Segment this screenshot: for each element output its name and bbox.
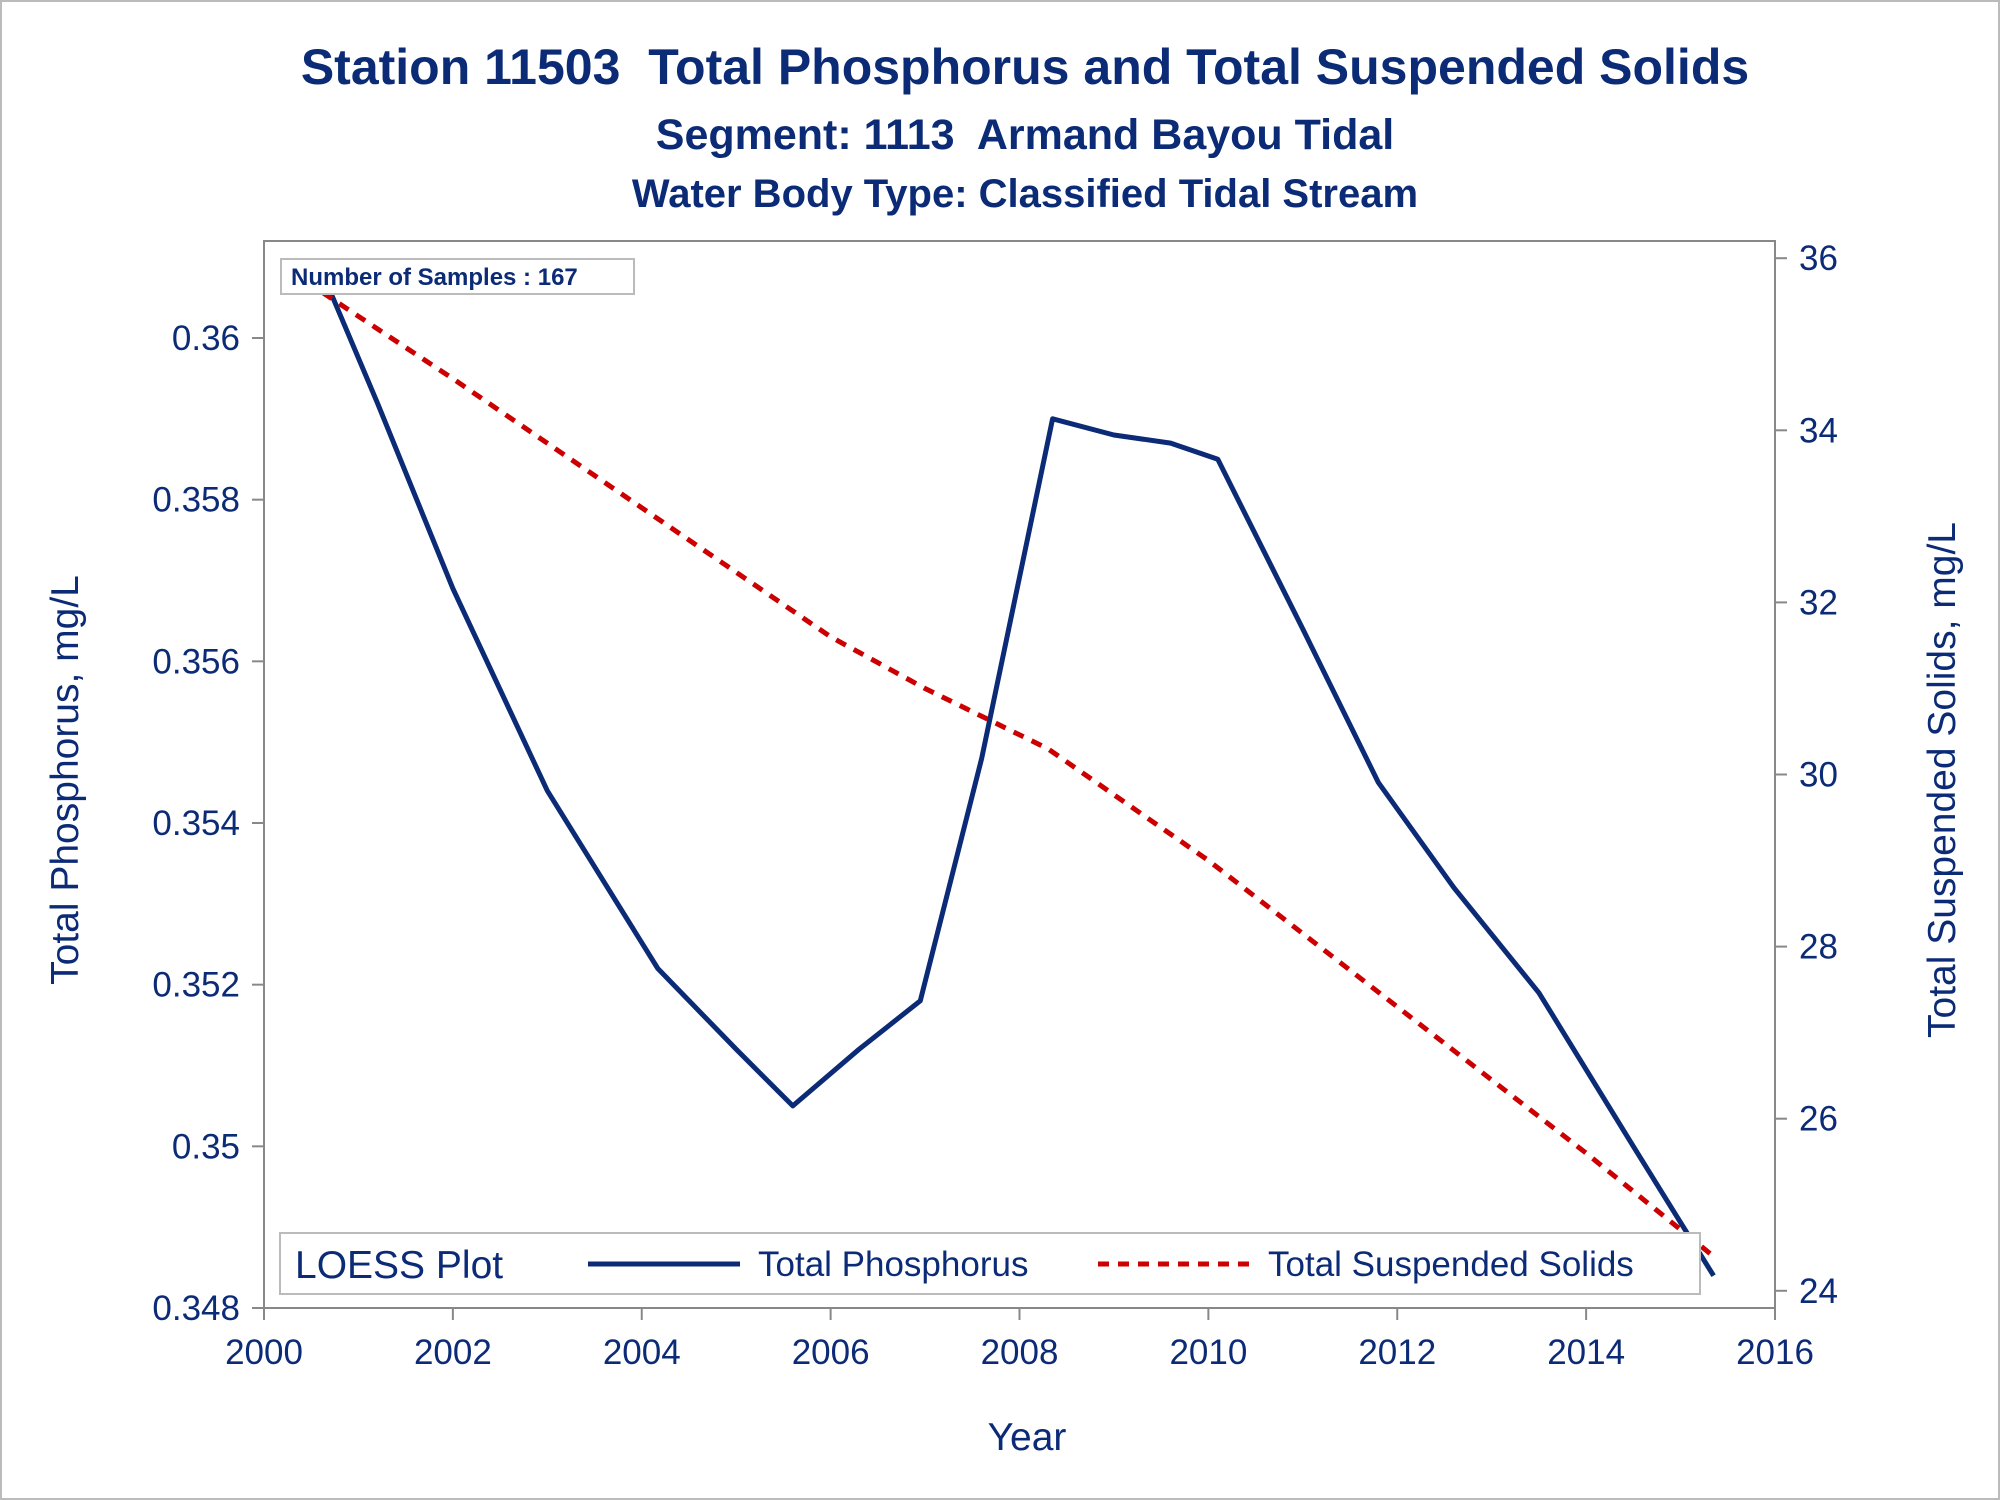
y2-tick-label: 30	[1799, 756, 1838, 795]
x-tick-label: 2000	[225, 1333, 303, 1372]
x-axis: 2000 2002 2004 2006 2008 2010 2012 2014 2016	[225, 1308, 1814, 1372]
y-tick-label: 0.358	[152, 481, 240, 520]
y-tick-label: 0.348	[152, 1289, 240, 1328]
y-tick-label: 0.36	[172, 319, 240, 358]
y2-tick-label: 26	[1799, 1100, 1838, 1139]
y-axis-right: 24 26 28 30 32 34 36	[1775, 239, 1838, 1311]
x-axis-title: Year	[988, 1416, 1067, 1459]
y-tick-label: 0.354	[152, 804, 240, 843]
x-tick-label: 2014	[1547, 1333, 1625, 1372]
y2-tick-label: 28	[1799, 928, 1838, 967]
x-tick-label: 2012	[1358, 1333, 1436, 1372]
series-layer	[320, 272, 1716, 1278]
legend-title: LOESS Plot	[295, 1244, 503, 1287]
y-axis-title: Total Phosphorus, mg/L	[44, 575, 87, 985]
y2-tick-label: 32	[1799, 583, 1838, 622]
x-tick-label: 2016	[1736, 1333, 1814, 1372]
legend: LOESS Plot Total Phosphorus Total Suspen…	[279, 1232, 1701, 1295]
annotation-text: Number of Samples : 167	[291, 264, 578, 291]
y2-axis-title: Total Suspended Solids, mg/L	[1921, 522, 1964, 1038]
y-axis-left: 0.348 0.35 0.352 0.354 0.356 0.358 0.36	[152, 319, 264, 1328]
samples-annotation: Number of Samples : 167	[280, 258, 635, 295]
legend-box	[279, 1232, 1701, 1295]
chart-title: Station 11503 Total Phosphorus and Total…	[301, 39, 1749, 95]
series-line-total-phosphorus	[320, 272, 1716, 1278]
annotation-box	[280, 258, 635, 295]
x-tick-label: 2010	[1169, 1333, 1247, 1372]
chart-subtitle: Segment: 1113 Armand Bayou Tidal	[656, 111, 1394, 159]
legend-label-total-phosphorus: Total Phosphorus	[758, 1245, 1028, 1284]
y-tick-label: 0.35	[172, 1127, 240, 1166]
chart-subtitle-2: Water Body Type: Classified Tidal Stream	[632, 172, 1418, 216]
x-tick-label: 2004	[603, 1333, 681, 1372]
y2-tick-label: 24	[1799, 1272, 1838, 1311]
y2-tick-label: 36	[1799, 239, 1838, 278]
legend-label-total-suspended-solids: Total Suspended Solids	[1268, 1245, 1634, 1284]
y-tick-label: 0.352	[152, 966, 240, 1005]
x-tick-label: 2006	[792, 1333, 870, 1372]
y2-tick-label: 34	[1799, 411, 1838, 450]
x-tick-label: 2008	[981, 1333, 1059, 1372]
y-tick-label: 0.356	[152, 642, 240, 681]
series-line-total-suspended-solids	[321, 290, 1716, 1259]
x-tick-label: 2002	[414, 1333, 492, 1372]
